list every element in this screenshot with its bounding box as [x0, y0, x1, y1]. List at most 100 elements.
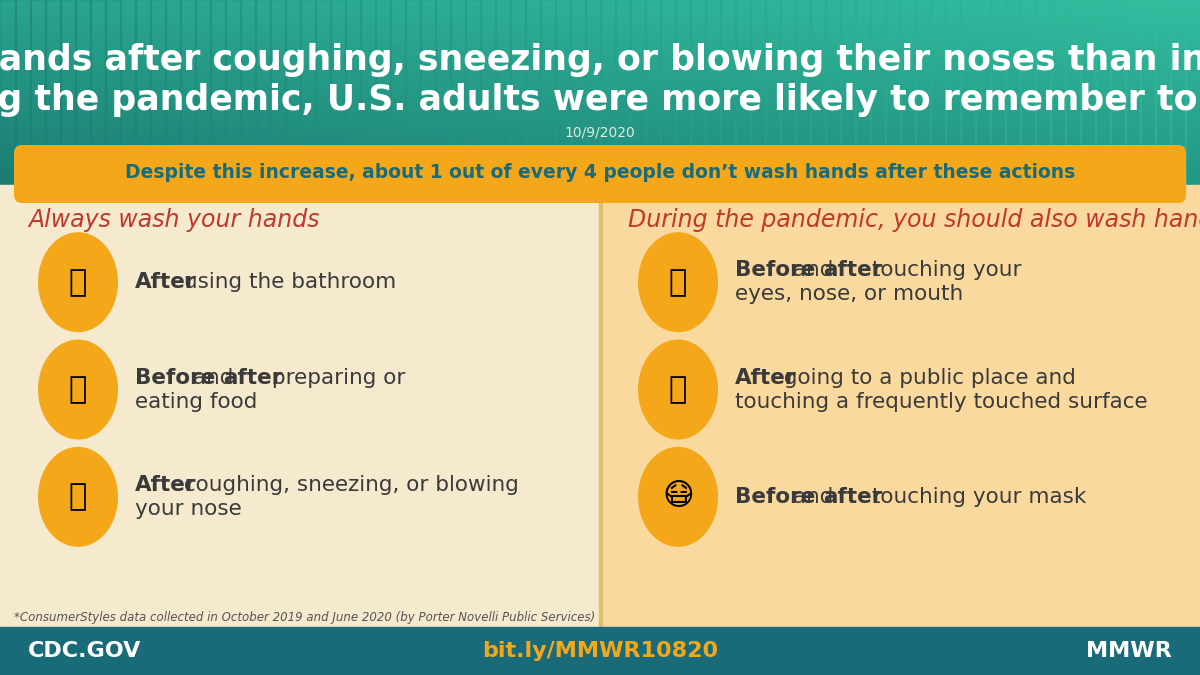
Bar	[270, 0, 286, 185]
Bar	[0, 14, 1200, 16]
Text: After: After	[734, 367, 797, 387]
Bar	[900, 0, 916, 185]
Text: after: after	[823, 487, 882, 507]
Text: 🤧: 🤧	[68, 483, 88, 512]
Text: their hands after coughing, sneezing, or blowing their noses than in 2019*: their hands after coughing, sneezing, or…	[0, 43, 1200, 77]
Bar	[194, 0, 211, 185]
Bar	[0, 0, 1200, 2]
Bar	[734, 0, 751, 185]
Bar	[554, 0, 571, 185]
Bar	[74, 0, 91, 185]
Text: Always wash your hands: Always wash your hands	[28, 208, 319, 232]
Ellipse shape	[638, 340, 718, 439]
Bar	[0, 71, 1200, 74]
Bar	[240, 0, 256, 185]
Bar	[0, 148, 1200, 151]
Bar	[0, 152, 1200, 155]
Bar	[450, 0, 466, 185]
Bar	[0, 92, 1200, 95]
Bar	[480, 0, 496, 185]
Bar	[0, 30, 1200, 32]
Bar	[0, 103, 1200, 107]
Text: After: After	[134, 272, 197, 292]
Bar	[0, 62, 1200, 65]
Bar	[0, 178, 1200, 180]
Bar	[0, 161, 1200, 164]
Bar	[690, 0, 706, 185]
Bar	[150, 0, 166, 185]
Bar	[796, 0, 811, 185]
Bar	[0, 74, 1200, 76]
Bar	[0, 59, 1200, 63]
Bar	[0, 166, 1200, 169]
Text: 😷: 😷	[662, 483, 694, 512]
Bar	[0, 132, 1200, 134]
Bar	[0, 627, 1200, 675]
Bar	[1170, 0, 1186, 185]
Bar	[0, 168, 1200, 171]
Bar	[0, 23, 1200, 26]
Text: and: and	[186, 367, 240, 387]
Bar	[0, 145, 1200, 148]
Ellipse shape	[638, 447, 718, 547]
Text: Before: Before	[734, 260, 815, 280]
Bar	[330, 0, 346, 185]
Bar	[0, 185, 600, 627]
Bar	[586, 0, 601, 185]
Bar	[0, 53, 1200, 55]
Bar	[630, 0, 646, 185]
Bar	[46, 0, 61, 185]
Bar	[1096, 0, 1111, 185]
Bar	[346, 0, 361, 185]
Bar	[0, 182, 1200, 185]
Bar	[674, 0, 691, 185]
Bar	[0, 159, 1200, 162]
Bar	[0, 97, 1200, 99]
Bar	[616, 0, 631, 185]
Bar	[0, 18, 1200, 21]
Bar	[0, 176, 1200, 178]
Bar	[0, 20, 1200, 23]
Bar	[314, 0, 331, 185]
Bar	[180, 0, 196, 185]
Text: touching a frequently touched surface: touching a frequently touched surface	[734, 392, 1147, 412]
Bar	[300, 0, 316, 185]
Bar	[870, 0, 886, 185]
Bar	[960, 0, 976, 185]
Bar	[810, 0, 826, 185]
Bar	[374, 0, 391, 185]
Bar	[406, 0, 421, 185]
Bar	[1050, 0, 1066, 185]
Bar	[946, 0, 961, 185]
Bar	[0, 80, 1200, 83]
Bar	[1154, 0, 1171, 185]
Text: coughing, sneezing, or blowing: coughing, sneezing, or blowing	[178, 475, 520, 495]
Bar	[0, 117, 1200, 120]
Bar	[840, 0, 856, 185]
Bar	[646, 0, 661, 185]
Text: eating food: eating food	[134, 392, 257, 412]
Bar	[60, 0, 76, 185]
Bar	[256, 0, 271, 185]
Bar	[1006, 0, 1021, 185]
Bar	[0, 0, 16, 185]
Bar	[0, 57, 1200, 60]
Bar	[886, 0, 901, 185]
Bar	[0, 106, 1200, 109]
Bar	[0, 111, 1200, 113]
Text: preparing or: preparing or	[265, 367, 406, 387]
Bar	[1020, 0, 1036, 185]
Bar	[600, 0, 616, 185]
Bar	[1034, 0, 1051, 185]
Bar	[166, 0, 181, 185]
Bar	[0, 11, 1200, 14]
Text: 🛒: 🛒	[668, 375, 688, 404]
Bar	[0, 48, 1200, 51]
Bar	[0, 122, 1200, 125]
Text: and: and	[786, 487, 840, 507]
Bar	[0, 76, 1200, 78]
Bar	[0, 43, 1200, 47]
Text: Despite this increase, about 1 out of every 4 people don’t wash hands after thes: Despite this increase, about 1 out of ev…	[125, 163, 1075, 182]
Bar	[750, 0, 766, 185]
Bar	[766, 0, 781, 185]
